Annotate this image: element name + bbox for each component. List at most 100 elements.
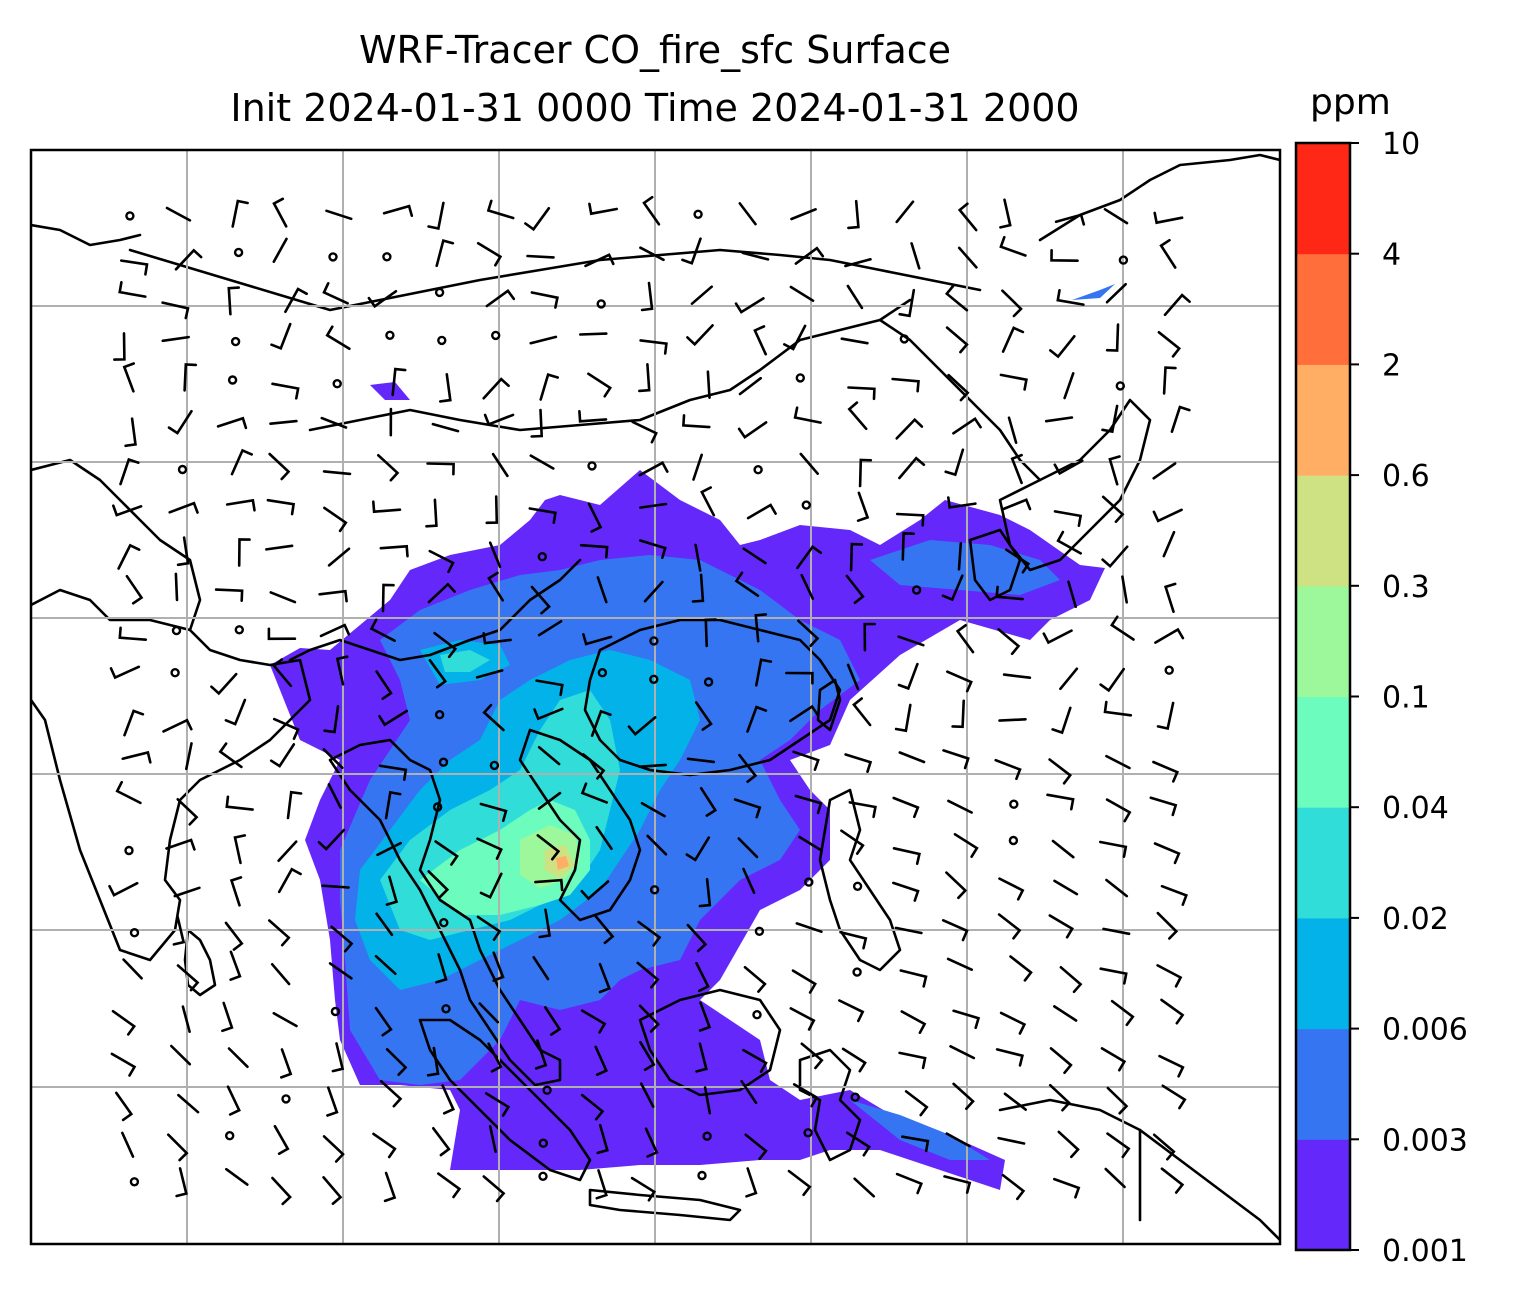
wind-barb [534,1039,548,1070]
wind-barb [590,709,612,737]
wind-barb [162,718,193,733]
calm-wind-circle [538,1171,548,1182]
wind-barb [237,538,251,567]
wind-barb [226,1085,241,1116]
wind-barb [952,1009,981,1030]
coastline-new-guinea [998,1098,1280,1242]
wind-barb [227,286,240,316]
calm-wind-circle [224,1130,235,1141]
wind-barb [544,1006,562,1036]
border-russia-south [128,248,982,312]
wind-barb [588,202,618,216]
wind-barb [945,1132,971,1148]
wind-barb [640,801,666,818]
wind-barb [742,867,756,894]
wind-barb [1103,208,1129,225]
wind-barb [898,1051,927,1070]
wind-barb [944,448,965,477]
wind-barb [221,1001,234,1033]
wind-barb [434,840,459,866]
wind-barb [530,585,551,615]
wind-barb [694,543,702,572]
wind-barb [630,1176,656,1202]
calm-wind-circle [850,1092,860,1102]
wind-barb [746,705,768,733]
wind-barb [323,705,340,734]
wind-barb [322,748,344,770]
wind-barb [1105,878,1129,898]
wind-barb [587,502,603,533]
plume-far-north-a [370,382,410,400]
wind-barb [172,915,186,946]
wind-barb [529,454,555,470]
calm-wind-circle [129,1177,140,1187]
wind-barb [317,828,346,851]
calm-wind-circle [233,247,244,258]
wind-barb [794,246,825,265]
wind-barb [639,502,668,509]
wind-barb [110,1052,137,1077]
wind-barb [631,420,658,444]
calm-wind-circle [911,585,922,595]
wind-barb [999,373,1028,391]
wind-barb [690,285,713,305]
wind-barb [898,751,926,764]
wind-barb [944,284,969,312]
wind-barb [686,324,714,347]
wind-barb [229,876,243,907]
wind-barb [533,707,564,721]
wind-barb [1105,323,1120,352]
wind-barb [580,782,608,804]
wind-barb [1048,1083,1072,1112]
coastline-philippines [818,788,902,972]
wind-barb [482,377,510,400]
wind-barb [1100,1047,1127,1072]
wind-barb [899,969,928,988]
colorbar-segment [1296,253,1350,365]
wind-barb [233,834,247,865]
wind-barb [745,1167,758,1198]
wind-barb [580,1093,605,1121]
wind-barb [698,877,712,908]
colorbar-tick-label: 4 [1382,238,1401,273]
wind-barb [1049,1047,1073,1075]
colorbar-segment [1296,475,1350,587]
wind-barb [742,547,767,565]
wind-barb [853,1177,876,1198]
wind-barb [746,503,777,520]
wind-barb [637,920,662,947]
calm-wind-circle [1115,381,1126,391]
wind-barb [1050,249,1079,262]
wind-barb [594,915,615,945]
calm-wind-circle [597,668,608,678]
wind-barb [425,498,438,528]
wind-barb [176,536,190,567]
wind-barb [894,926,923,935]
colorbar-tick-label: 0.04 [1382,791,1449,826]
wind-barb [120,259,149,276]
wind-barb [685,836,711,862]
colorbar-tick-label: 0.3 [1382,570,1430,605]
coastline-caspian-region [31,223,142,247]
wind-barb [111,1009,137,1036]
wind-barb [1163,582,1177,613]
wind-barb [789,704,819,723]
wind-barb [271,382,300,400]
wind-barb [428,659,448,689]
wind-barb [265,544,294,551]
wind-barb [530,291,559,309]
wind-barb [270,963,291,986]
wind-barb [852,697,872,727]
wind-barb [173,886,201,898]
wind-barb [1156,911,1179,940]
wind-barb [1170,405,1191,433]
wind-barb [703,1086,712,1115]
wind-barb [272,1012,298,1028]
wind-barb [640,281,654,312]
wind-barb [694,701,713,731]
wind-barb [892,796,920,819]
wind-barb [277,867,302,894]
wind-barb [210,672,238,696]
wind-barb [539,372,559,401]
wind-barb [1152,462,1177,480]
